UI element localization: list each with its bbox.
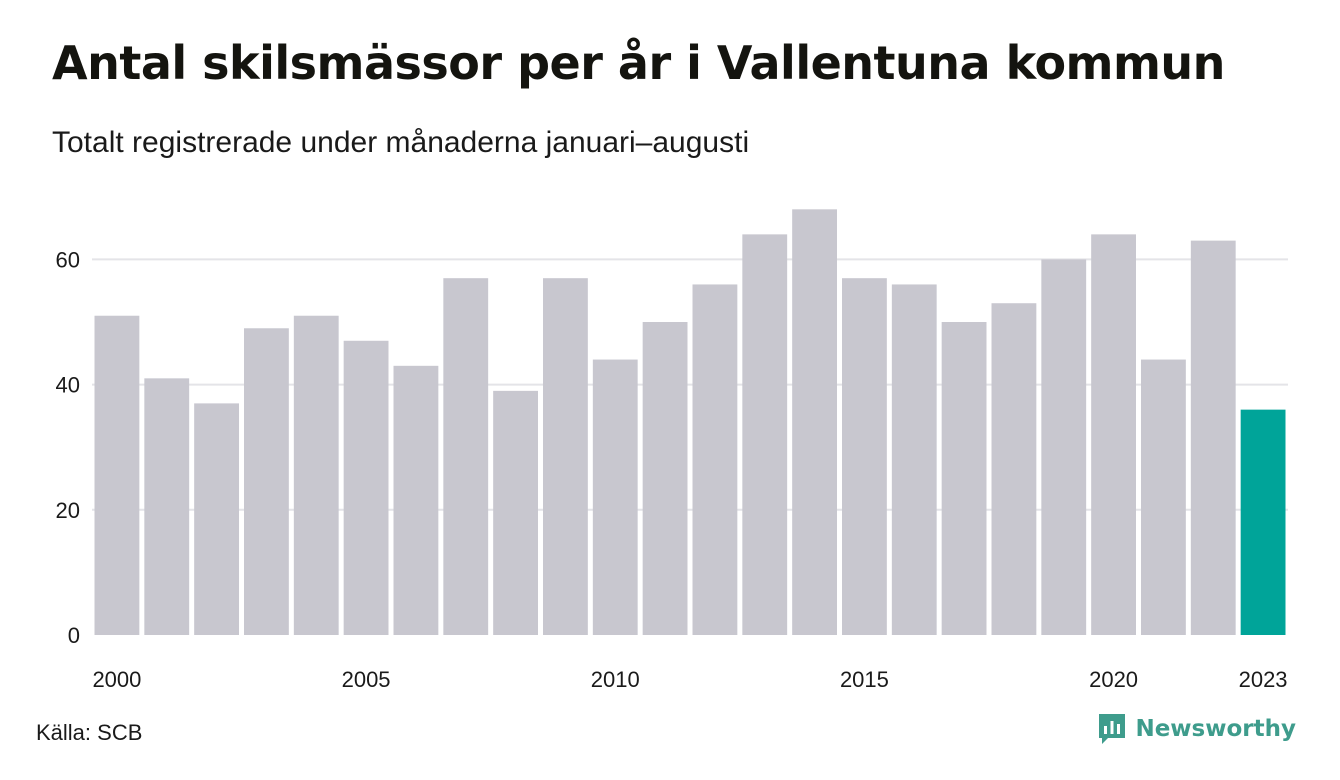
x-axis-ticks: 2000 2005 2010 2015 2020 2023	[92, 667, 1287, 692]
bar-2022	[1190, 240, 1236, 635]
bar-2015	[842, 278, 887, 635]
chart-subtitle: Totalt registrerade under månaderna janu…	[52, 126, 750, 159]
y-axis-ticks: 0 20 40 60	[56, 247, 80, 648]
y-tick-label: 60	[56, 247, 80, 272]
bar-2020	[1091, 234, 1136, 636]
y-tick-label: 0	[68, 623, 80, 648]
bar-2021	[1141, 359, 1186, 635]
x-tick-label: 2015	[840, 667, 889, 692]
bar-2014	[792, 209, 837, 635]
x-tick-label: 2010	[591, 667, 640, 692]
bar-2008	[493, 390, 538, 635]
bar-2010	[592, 359, 638, 635]
bar-2006	[393, 365, 439, 635]
y-tick-label: 20	[56, 498, 80, 523]
x-tick-label: 2020	[1089, 667, 1138, 692]
bar-2016	[891, 284, 937, 635]
bar-2017	[941, 322, 987, 635]
y-tick-label: 40	[56, 373, 80, 398]
bar-2009	[543, 278, 588, 635]
chart-title: Antal skilsmässor per år i Vallentuna ko…	[52, 36, 1225, 90]
gridlines	[92, 258, 1288, 511]
x-tick-label: 2023	[1239, 667, 1288, 692]
bar-2000	[94, 315, 140, 635]
x-tick-label: 2000	[92, 667, 141, 692]
bar-2013	[742, 234, 788, 636]
bar-2018	[991, 303, 1037, 635]
bar-2005	[343, 340, 389, 635]
bar-2001	[144, 378, 190, 635]
bar-2003	[244, 328, 289, 635]
brand-name: Newsworthy	[1135, 716, 1296, 742]
bar-2011	[642, 322, 688, 635]
bars	[94, 209, 1286, 636]
source-note: Källa: SCB	[36, 720, 143, 745]
brand-logo: Newsworthy	[1097, 712, 1296, 746]
bar-2023	[1240, 409, 1286, 635]
newsworthy-logo-icon	[1099, 714, 1126, 744]
bar-2012	[692, 284, 738, 635]
bar-2007	[443, 278, 489, 635]
x-tick-label: 2005	[342, 667, 391, 692]
bar-2004	[293, 315, 339, 635]
bar-2002	[194, 403, 239, 635]
bar-2019	[1041, 259, 1087, 635]
